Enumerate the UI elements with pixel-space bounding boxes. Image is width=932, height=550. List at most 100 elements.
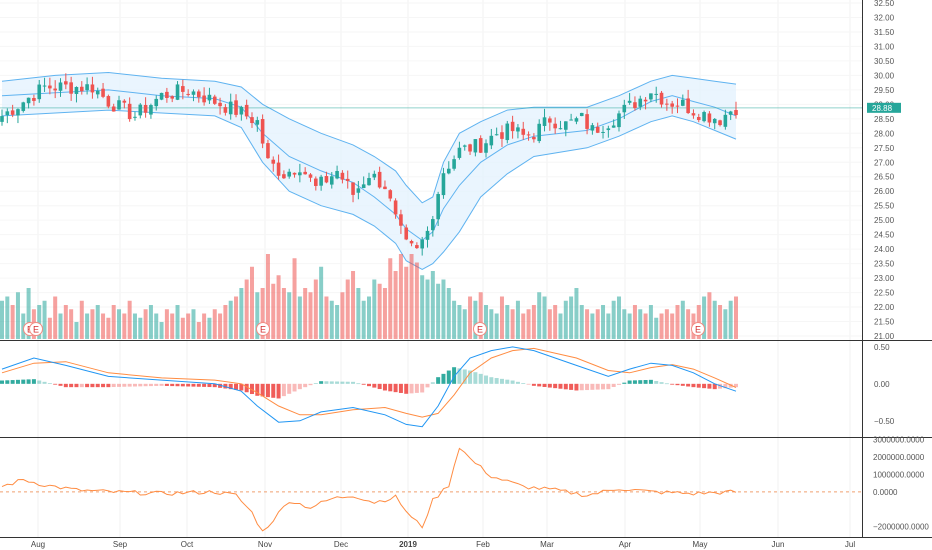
macd-histogram-bar [159, 383, 164, 386]
macd-histogram-bar [143, 383, 148, 387]
candle-body [170, 96, 175, 99]
candle-body [239, 106, 244, 115]
volume-bar [654, 317, 659, 339]
candle-body [223, 107, 228, 113]
volume-bar [308, 292, 313, 339]
macd-histogram-bar [643, 380, 648, 384]
volume-bar [616, 296, 621, 339]
macd-histogram-bar [239, 383, 244, 391]
volume-bar [398, 254, 403, 339]
macd-histogram-bar [319, 381, 324, 384]
candle-body [101, 88, 105, 97]
candle-body [590, 125, 595, 131]
volume-bar [95, 305, 100, 339]
volume-bar [404, 266, 409, 339]
macd-histogram-bar [718, 383, 723, 389]
macd-histogram-bar [627, 380, 632, 384]
volume-bar [15, 292, 20, 339]
candle-body [654, 93, 659, 95]
volume-bar [675, 305, 680, 339]
price-tick-label: 28.00 [874, 129, 895, 138]
price-tick-label: 23.00 [874, 274, 895, 283]
volume-bar [228, 300, 233, 339]
candle-body [207, 94, 212, 101]
candle-body [298, 172, 302, 176]
volume-bars [0, 254, 738, 339]
volume-bar [196, 322, 201, 339]
volume-bar [505, 305, 510, 339]
candle-body [675, 105, 680, 107]
candle-body [441, 173, 446, 196]
macd-histogram-bar [292, 383, 297, 392]
macd-histogram-bar [601, 383, 606, 390]
macd-histogram-bar [515, 381, 520, 384]
candle-body [117, 100, 121, 110]
candle-body [64, 81, 68, 85]
candle-body [516, 127, 520, 132]
candle-body [255, 120, 260, 125]
price-tick-label: 21.50 [874, 318, 895, 327]
last-price-label: 28.88 [872, 104, 893, 113]
macd-histogram-bar [420, 383, 425, 393]
candle-body [478, 138, 483, 153]
volume-bar [393, 271, 398, 339]
candle-body [659, 92, 664, 105]
oscillator-pane [0, 447, 862, 532]
candle-body [191, 91, 196, 95]
volume-bar [148, 305, 153, 339]
earnings-markers[interactable]: EEEEE [23, 322, 705, 336]
candle-body [367, 178, 371, 186]
volume-bar [340, 292, 345, 339]
macd-histogram-bar [21, 379, 26, 384]
macd-histogram-bar [702, 383, 707, 389]
candle-body [111, 106, 116, 112]
macd-histogram-bar [170, 383, 175, 387]
candle-body [122, 100, 127, 103]
macd-histogram-bar [271, 383, 276, 398]
candle-body [728, 111, 733, 115]
volume-bar [47, 317, 52, 339]
macd-histogram-bar [569, 383, 574, 390]
macd-histogram-bar [654, 381, 659, 384]
macd-histogram-bar [287, 383, 292, 394]
time-tick-label: May [692, 540, 707, 549]
band-fill [2, 72, 736, 270]
macd-histogram-bar [547, 383, 552, 388]
last-price-badge [867, 102, 901, 113]
macd-histogram-bar [558, 383, 563, 389]
volume-bar [382, 288, 387, 339]
macd-histogram-bar [404, 383, 409, 394]
volume-bar [590, 313, 595, 339]
volume-bar [234, 296, 239, 339]
macd-histogram-bar [590, 383, 595, 390]
macd-histogram-bar [436, 377, 441, 384]
macd-histogram-bar [0, 380, 4, 384]
candle-body [5, 111, 10, 116]
macd-histogram-bar [111, 383, 116, 388]
candle-body [712, 118, 717, 124]
price-tick-label: 28.50 [874, 115, 895, 124]
candle-body [681, 99, 685, 106]
macd-histogram-bar [345, 381, 350, 384]
candle-body [85, 84, 89, 91]
volume-bar [606, 313, 611, 339]
volume-bar [728, 300, 733, 339]
volume-bar [335, 305, 340, 339]
macd-histogram-bar [351, 381, 356, 384]
macd-histogram-bar [553, 383, 558, 389]
volume-bar [313, 279, 318, 339]
price-tick-label: 31.00 [874, 42, 895, 51]
volume-bar [696, 305, 701, 339]
volume-bar [69, 309, 74, 339]
candle-body [691, 113, 696, 116]
candle-body [617, 113, 621, 128]
macd-histogram-bar [393, 383, 398, 393]
candle-body [558, 128, 563, 130]
time-tick-label: Jun [772, 540, 785, 549]
candle-body [74, 86, 79, 94]
candle-body [69, 82, 73, 94]
volume-bar [563, 300, 568, 339]
macd-histogram-bar [489, 377, 494, 384]
candle-body [643, 99, 648, 102]
macd-histogram-bar [15, 379, 20, 384]
